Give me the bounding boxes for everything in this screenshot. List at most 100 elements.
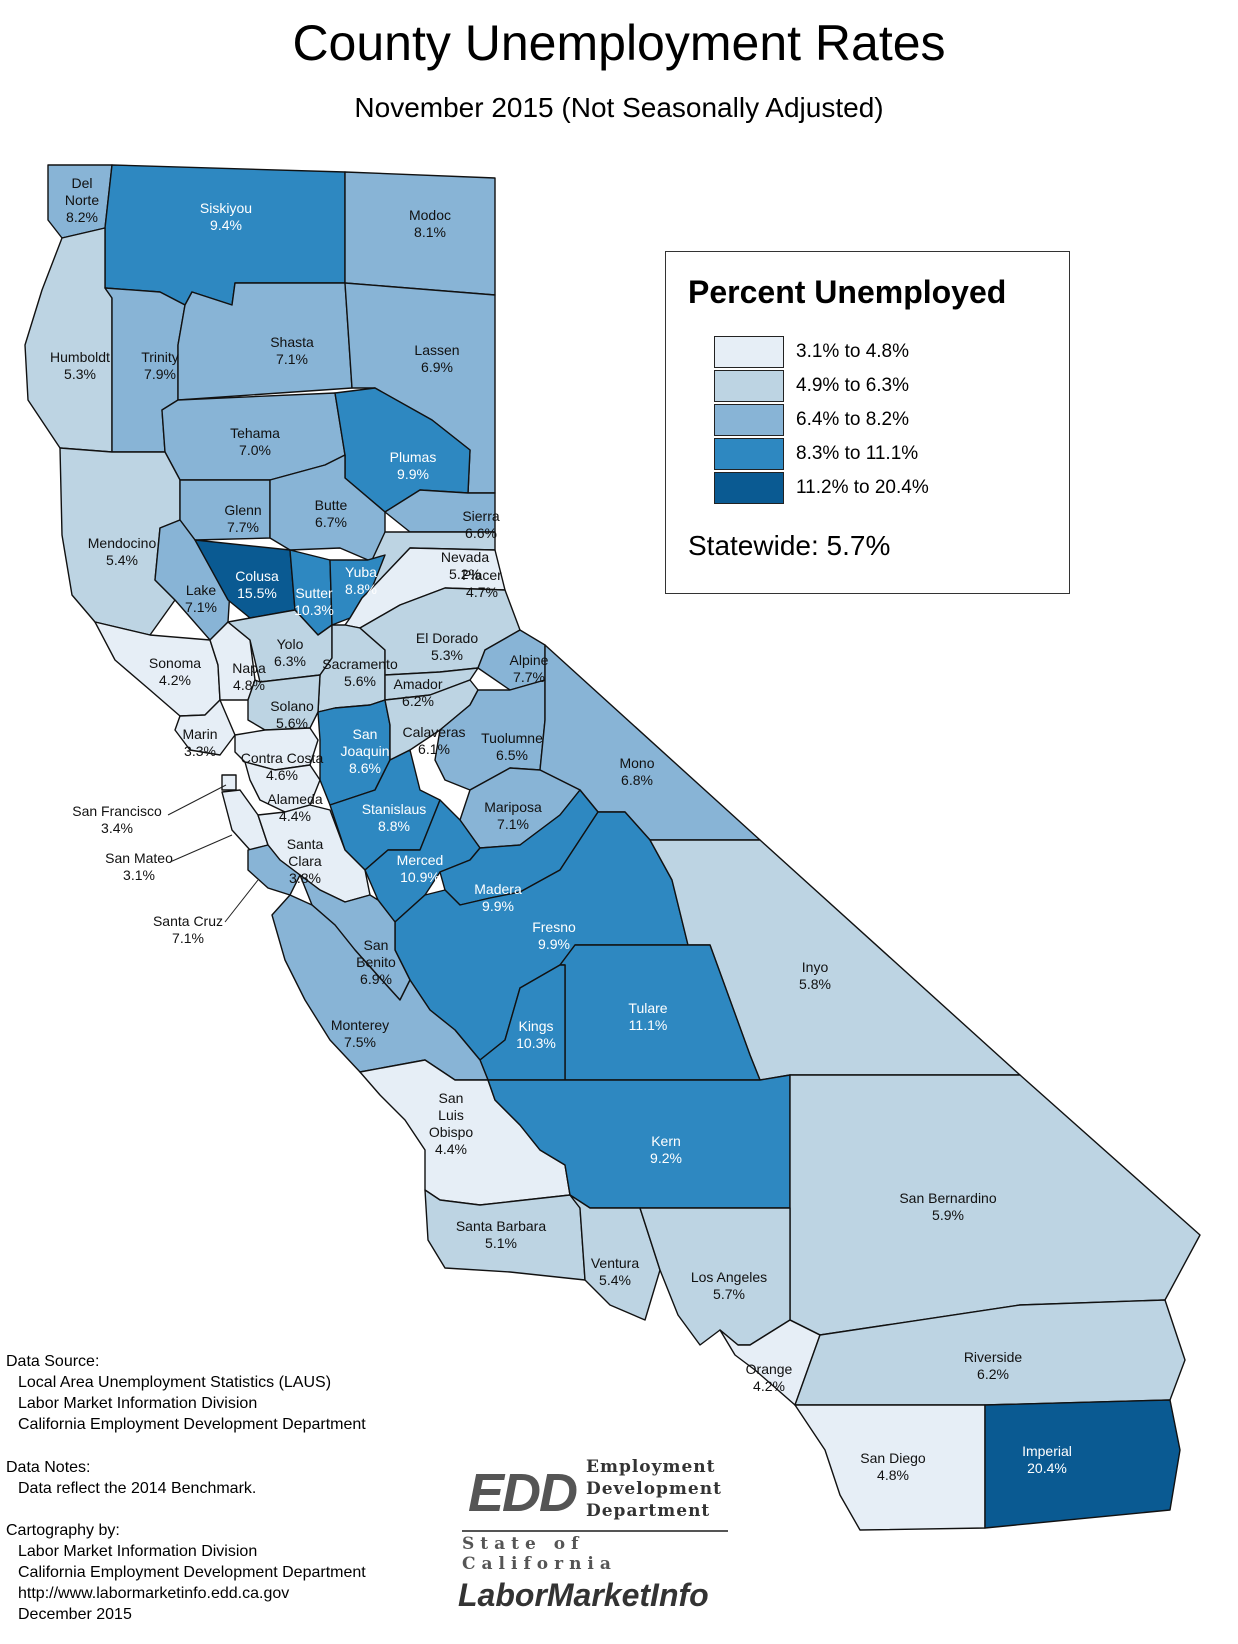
county-name: Modoc: [409, 207, 451, 223]
map-title: County Unemployment Rates: [292, 15, 946, 71]
data-notes-line: Data reflect the 2014 Benchmark.: [18, 1480, 257, 1497]
county-name: Calaveras: [402, 724, 465, 740]
county-label-humboldt: Humboldt 5.3%: [50, 349, 110, 382]
county-name: Lassen: [414, 342, 459, 358]
data-notes-heading: Data Notes:: [6, 1459, 91, 1476]
county-name: San Mateo: [105, 850, 173, 866]
county-name: San: [353, 726, 378, 742]
county-name: Contra Costa: [241, 750, 324, 766]
county-label-tulare: Tulare 11.1%: [628, 1000, 667, 1033]
county-label-butte: Butte 6.7%: [315, 497, 348, 530]
county-name: Inyo: [802, 959, 829, 975]
county-name: Santa: [287, 836, 324, 852]
edd-name-line: Employment: [586, 1457, 716, 1477]
county-label-monterey: Monterey 7.5%: [331, 1017, 389, 1050]
county-name: Del: [71, 175, 92, 191]
county-name: Yolo: [277, 636, 304, 652]
county-rate: 7.1%: [276, 351, 308, 367]
county-rate: 5.4%: [106, 552, 138, 568]
county-label-madera: Madera 9.9%: [474, 881, 522, 914]
county-name: Madera: [474, 881, 522, 897]
county-name: Merced: [397, 852, 444, 868]
county-name: San Diego: [860, 1450, 926, 1466]
county-label-alpine: Alpine 7.7%: [510, 652, 549, 685]
state-of-california-text: State of California: [462, 1534, 617, 1574]
county-label-ventura: Ventura 5.4%: [591, 1255, 639, 1288]
county-name: Imperial: [1022, 1443, 1072, 1459]
county-name: Benito: [356, 954, 396, 970]
county-rate: 8.6%: [349, 760, 381, 776]
county-rate: 4.4%: [435, 1141, 467, 1157]
county-rate: 4.7%: [466, 584, 498, 600]
county-name: Joaquin: [340, 743, 389, 759]
county-name: Colusa: [235, 568, 279, 584]
county-rate: 3.1%: [123, 867, 155, 883]
county-rate: 6.9%: [421, 359, 453, 375]
county-name: San: [364, 937, 389, 953]
county-rate: 6.8%: [621, 772, 653, 788]
county-name: Riverside: [964, 1349, 1023, 1365]
county-name: San Francisco: [72, 803, 162, 819]
county-rate: 8.8%: [378, 818, 410, 834]
county-name: Kern: [651, 1133, 681, 1149]
cartography-line: California Employment Development Depart…: [18, 1564, 366, 1581]
county-label-solano: Solano 5.6%: [270, 698, 314, 731]
county-rate: 5.6%: [276, 715, 308, 731]
county-shasta: [177, 282, 353, 401]
cartography-line: December 2015: [18, 1606, 132, 1623]
county-label-lake: Lake 7.1%: [185, 582, 217, 615]
county-name: San Bernardino: [899, 1190, 997, 1206]
leader-line-san-francisco: [167, 784, 227, 816]
county-label-lassen: Lassen 6.9%: [414, 342, 459, 375]
county-name: Solano: [270, 698, 314, 714]
county-label-mariposa: Mariposa 7.1%: [484, 799, 542, 832]
county-rate: 5.8%: [799, 976, 831, 992]
county-rate: 9.9%: [538, 936, 570, 952]
county-rate: 5.1%: [485, 1235, 517, 1251]
county-rate: 7.7%: [513, 669, 545, 685]
county-labels: Del Norte 8.2% Siskiyou 9.4% Modoc 8.1% Humbold…: [50, 175, 1072, 1483]
legend-label: 11.2% to 20.4%: [796, 476, 929, 498]
legend-swatch: [714, 403, 784, 436]
county-rate: 7.0%: [239, 442, 271, 458]
data-source-line: Labor Market Information Division: [18, 1395, 258, 1412]
county-rate: 9.9%: [397, 466, 429, 482]
county-rate: 6.3%: [274, 653, 306, 669]
legend-swatch: [714, 335, 784, 368]
county-name: Tulare: [628, 1000, 667, 1016]
data-notes: Data Notes: Data reflect the 2014 Benchm…: [6, 1457, 256, 1499]
county-label-santa-barbara: Santa Barbara 5.1%: [456, 1218, 546, 1251]
edd-name-line: Department: [586, 1501, 711, 1521]
county-label-placer: Placer 4.7%: [462, 567, 502, 600]
county-label-fresno: Fresno 9.9%: [532, 919, 576, 952]
county-ventura: [569, 1194, 661, 1321]
county-label-san-bernardino: San Bernardino 5.9%: [899, 1190, 997, 1223]
edd-divider: [462, 1530, 728, 1532]
county-name: Nevada: [441, 549, 489, 565]
legend-swatch: [714, 369, 784, 402]
county-riverside: [789, 1299, 1186, 1406]
county-rate: 3.8%: [289, 870, 321, 886]
county-name: Humboldt: [50, 349, 110, 365]
county-label-yuba: Yuba 8.8%: [345, 564, 377, 597]
labor-market-info-logo: LaborMarketInfo: [458, 1577, 709, 1613]
county-label-plumas: Plumas 9.9%: [390, 449, 437, 482]
data-source-note: Data Source: Local Area Unemployment Sta…: [6, 1351, 366, 1435]
county-label-sacramento: Sacramento 5.6%: [322, 656, 398, 689]
county-rate: 5.4%: [599, 1272, 631, 1288]
county-label-yolo: Yolo 6.3%: [274, 636, 306, 669]
legend-label: 3.1% to 4.8%: [796, 340, 910, 362]
county-rate: 9.2%: [650, 1150, 682, 1166]
county-shapes: [24, 164, 1201, 1531]
leader-line-san-mateo: [169, 834, 233, 863]
county-santa-cruz: [247, 844, 301, 896]
county-rate: 6.1%: [418, 741, 450, 757]
county-name: Alameda: [267, 791, 322, 807]
county-rate: 7.1%: [172, 930, 204, 946]
county-label-riverside: Riverside 6.2%: [964, 1349, 1023, 1382]
county-name: Orange: [746, 1361, 793, 1377]
county-rate: 5.6%: [344, 673, 376, 689]
county-label-siskiyou: Siskiyou 9.4%: [200, 200, 252, 233]
county-rate: 4.6%: [266, 767, 298, 783]
county-label-del-norte: Del Norte 8.2%: [65, 175, 99, 225]
